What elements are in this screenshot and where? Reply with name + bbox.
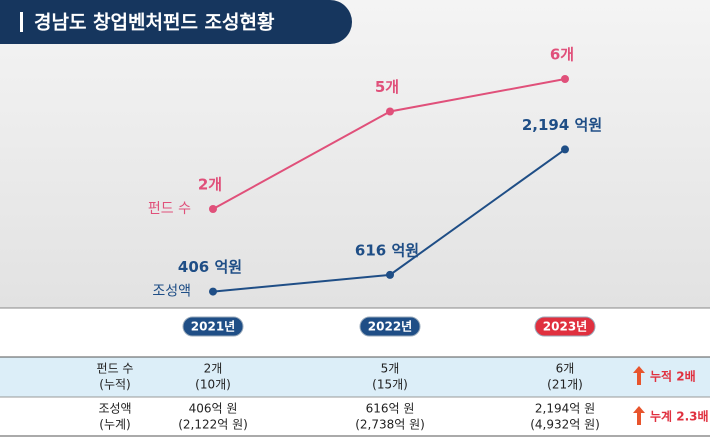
- row-label: 조성액: [98, 402, 131, 416]
- table-cell: (15개): [372, 378, 408, 392]
- point: [209, 287, 217, 296]
- year-pill: [182, 316, 244, 337]
- row-label: (누적): [99, 378, 130, 392]
- table-cell: (4,932억 원): [530, 418, 600, 432]
- table-cell: 406억 원: [189, 402, 238, 416]
- table-cell: (10개): [195, 378, 231, 392]
- table-cell: (21개): [547, 378, 583, 392]
- up-arrow: [633, 366, 645, 385]
- x-tick-label: 2021년: [191, 320, 235, 334]
- value-label: 5개: [375, 78, 399, 96]
- table-cell: (2,738억 원): [355, 418, 425, 432]
- row-label: (누계): [99, 418, 130, 432]
- chart-title: 경남도 창업벤처펀드 조성현황: [34, 11, 275, 34]
- point: [209, 205, 217, 213]
- table-cell: 616억 원: [366, 402, 415, 416]
- table-cell: 2개: [204, 362, 223, 376]
- series-label: 펀드 수: [148, 201, 191, 217]
- row-label: 펀드 수: [97, 362, 134, 376]
- row-note: 누계 2.3배: [650, 409, 709, 424]
- point: [561, 145, 569, 154]
- x-tick-label: 2022년: [368, 320, 412, 334]
- year-pill: [534, 316, 596, 337]
- table-cell: 2,194억 원: [535, 402, 595, 416]
- table-cell: 5개: [381, 362, 400, 376]
- value-label: 6개: [550, 46, 574, 64]
- year-pill: [359, 316, 421, 337]
- value-label: 406 억원: [178, 258, 242, 276]
- series-label: 조성액: [152, 284, 191, 300]
- title-marker: [20, 12, 23, 32]
- value-label: 616 억원: [355, 241, 419, 259]
- point: [386, 107, 394, 116]
- chart-background: [0, 0, 710, 308]
- value-label: 2,194 억원: [522, 116, 602, 134]
- title-bar: [0, 0, 352, 44]
- point: [386, 270, 394, 279]
- point: [561, 75, 569, 83]
- value-label: 2개: [198, 176, 222, 194]
- up-arrow: [633, 406, 645, 425]
- x-tick-label: 2023년: [543, 320, 587, 334]
- table-cell: 6개: [556, 362, 575, 376]
- table-cell: (2,122억 원): [178, 418, 248, 432]
- table-row-bg: [0, 357, 710, 397]
- row-note: 누적 2배: [650, 369, 696, 384]
